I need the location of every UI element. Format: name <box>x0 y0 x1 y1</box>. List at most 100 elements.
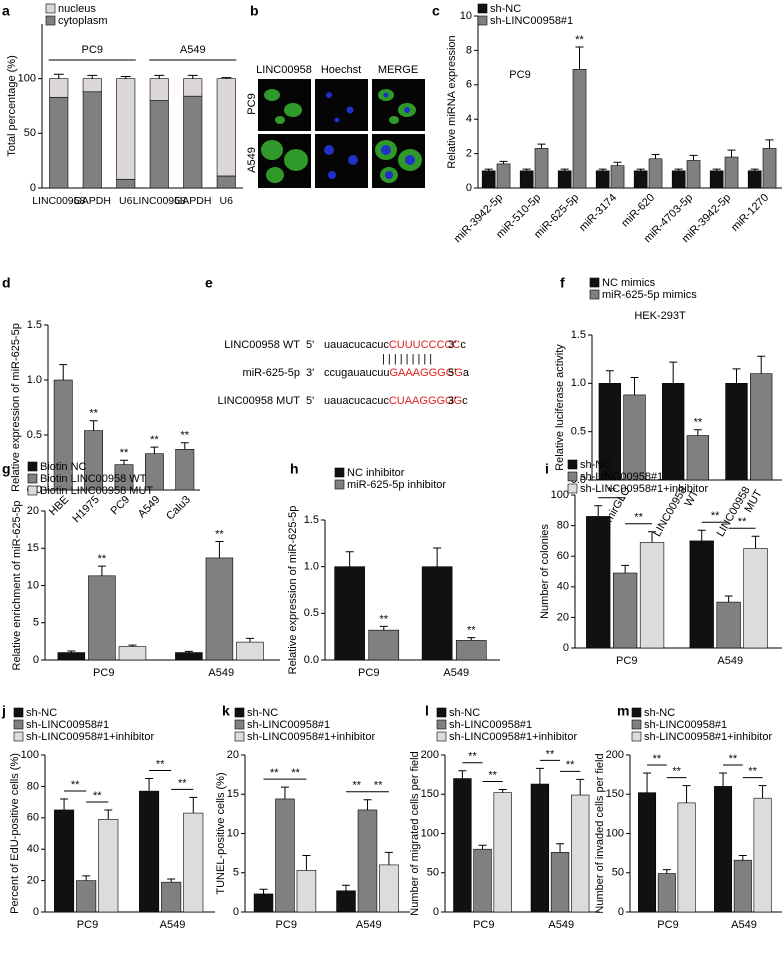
x-tick-label: H1975 <box>70 494 101 525</box>
legend-swatch <box>436 719 447 730</box>
x-tick-label: HBE <box>47 494 71 518</box>
sequence: uauacucacucCUAAGGGGGc <box>324 395 468 407</box>
y-tick-label: 200 <box>606 749 624 761</box>
y-tick-label: 0 <box>33 906 39 918</box>
significance-label: ** <box>672 766 681 778</box>
bar <box>236 641 264 661</box>
bar <box>677 802 696 913</box>
y-tick-label: 0 <box>466 182 472 194</box>
sequence-name: LINC00958 WT <box>224 339 300 351</box>
error-bar <box>187 74 198 79</box>
significance-label: ** <box>120 447 129 459</box>
x-tick-label: LINC00958 MUT <box>715 482 765 545</box>
bar <box>473 848 492 913</box>
y-tick-label: 50 <box>24 127 36 139</box>
error-bar <box>433 547 442 567</box>
x-tick-label: A549 <box>208 667 234 679</box>
y-tick-label: 0 <box>33 654 39 666</box>
y-tick-label: 20 <box>557 611 569 623</box>
binding-site: CUAAGGGGG <box>389 395 462 407</box>
bar-segment <box>149 78 169 101</box>
panel-letter: m <box>617 703 629 719</box>
significance-label: ** <box>270 767 279 779</box>
y-tick-label: 80 <box>557 520 569 532</box>
sequence-name: miR-625-5p <box>243 367 300 379</box>
error-bar <box>245 637 254 643</box>
legend-label: sh-NC <box>644 707 675 719</box>
significance-label: ** <box>748 766 757 778</box>
row-label: PC9 <box>246 93 258 114</box>
strand-end: 5' <box>306 395 314 407</box>
column-label: LINC00958 <box>256 64 312 76</box>
panel-letter: e <box>205 275 213 291</box>
y-tick-label: 10 <box>460 10 472 22</box>
legend-swatch <box>234 731 245 742</box>
y-tick-label: 0.5 <box>27 429 42 441</box>
legend-swatch <box>13 731 24 742</box>
y-tick-label: 8 <box>466 44 472 56</box>
error-bar <box>643 772 652 793</box>
bar <box>493 792 512 913</box>
subtitle: PC9 <box>509 69 530 81</box>
panel-letter: j <box>1 703 6 719</box>
error-bar <box>145 778 154 792</box>
significance-label: ** <box>575 34 584 46</box>
group-label: PC9 <box>82 44 103 56</box>
bar <box>612 572 638 649</box>
bar <box>139 790 160 913</box>
y-tick-label: 100 <box>551 489 569 501</box>
legend-label: sh-NC <box>580 459 611 471</box>
bar <box>633 170 648 189</box>
x-tick-label: U6 <box>119 195 133 207</box>
error-bar <box>458 770 467 779</box>
x-tick-label: miR-620 <box>619 192 657 230</box>
bar <box>689 540 714 649</box>
y-tick-label: 10 <box>227 827 239 839</box>
legend-swatch <box>589 289 600 300</box>
significance-label: ** <box>467 625 476 637</box>
bar <box>161 881 182 913</box>
legend-label: sh-LINC00958#1 <box>26 719 109 731</box>
strand-end: 3' <box>448 395 456 407</box>
bar-segment <box>116 178 136 189</box>
bar <box>725 383 748 481</box>
row-label: A549 <box>246 147 258 173</box>
bar-segment <box>216 175 236 189</box>
error-bar <box>575 46 584 70</box>
x-tick-label: A549 <box>356 919 382 931</box>
bar <box>88 575 116 661</box>
panel-letter: i <box>545 461 549 477</box>
legend-label: NC mimics <box>602 277 656 289</box>
bar <box>714 786 733 913</box>
y-tick-label: 20 <box>227 749 239 761</box>
x-tick-label: U6 <box>220 195 234 207</box>
bar <box>57 652 86 661</box>
legend-swatch <box>477 3 488 14</box>
bar <box>205 557 234 661</box>
y-tick-label: 5 <box>233 867 239 879</box>
legend-swatch <box>567 459 578 470</box>
error-bar <box>150 446 159 454</box>
significance-label: ** <box>178 777 187 789</box>
panel-letter: b <box>250 3 259 19</box>
legend-label: sh-LINC00958#1 <box>247 719 330 731</box>
error-bar <box>636 168 645 171</box>
legend-swatch <box>477 15 488 26</box>
y-tick-label: 15 <box>227 788 239 800</box>
y-tick-label: 1.5 <box>304 514 319 526</box>
y-tick-label: 40 <box>27 843 39 855</box>
error-bar <box>751 535 760 549</box>
bar <box>496 163 511 189</box>
error-bar <box>259 888 268 894</box>
x-tick-label: A549 <box>160 919 186 931</box>
legend-swatch <box>27 461 38 472</box>
error-bar <box>484 168 493 171</box>
bar <box>661 383 685 481</box>
panel-letter: c <box>432 3 440 19</box>
bar <box>743 548 768 649</box>
legend-swatch <box>13 707 24 718</box>
sequence-part: ccugauaucuu <box>324 367 389 379</box>
panel-b: b LINC00958 Hoechst MERGE PC9 A549 <box>246 3 425 188</box>
significance-label: ** <box>694 417 703 429</box>
y-tick-label: 0.0 <box>304 654 319 666</box>
